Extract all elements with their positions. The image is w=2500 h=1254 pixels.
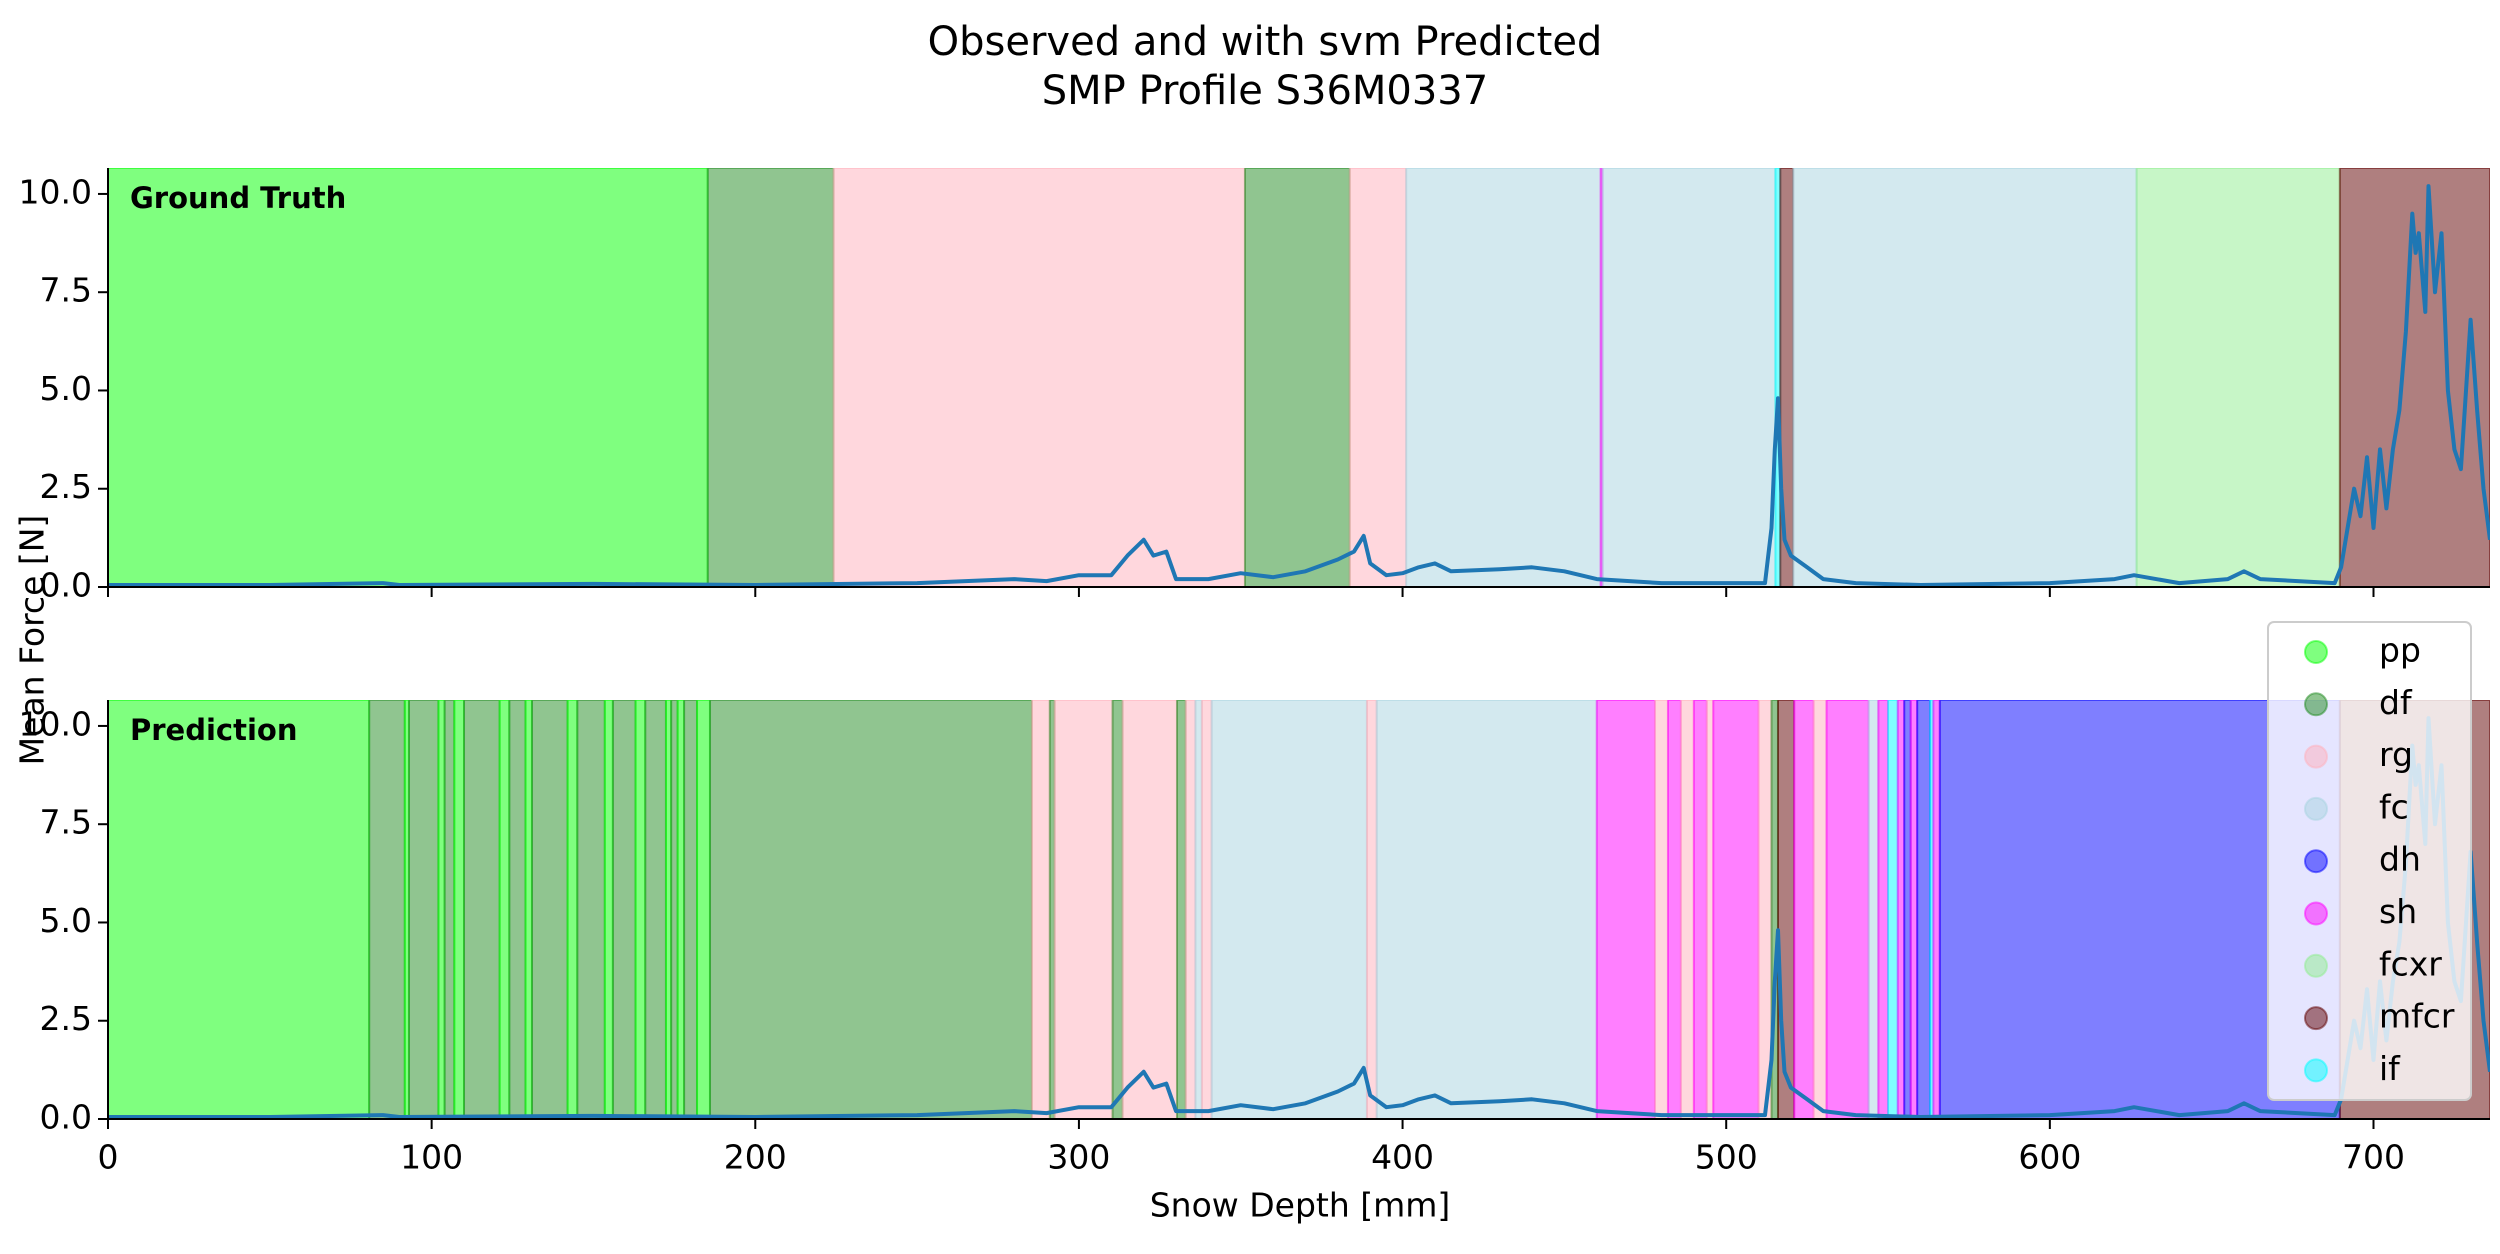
- legend-label: fcxr: [2379, 944, 2442, 983]
- class-span: [683, 700, 699, 1119]
- y-tick-label: 10.0: [19, 704, 92, 743]
- class-span: [634, 700, 647, 1119]
- class-span: [1184, 700, 1197, 1119]
- legend-marker: [2304, 1006, 2328, 1031]
- class-span: [530, 700, 569, 1119]
- class-span: [1243, 168, 1351, 587]
- legend-label: sh: [2379, 892, 2417, 931]
- legend-marker: [2304, 796, 2328, 821]
- class-span: [1111, 700, 1124, 1119]
- class-span: [407, 700, 440, 1119]
- y-tick-label: 2.5: [40, 999, 92, 1038]
- class-span: [1887, 700, 1899, 1119]
- x-axis-label: Snow Depth [mm]: [1150, 1186, 1451, 1225]
- class-span: [566, 700, 579, 1119]
- legend-label: fc: [2379, 787, 2409, 826]
- class-span: [1121, 700, 1178, 1119]
- class-span: [832, 168, 1246, 587]
- class-span: [706, 168, 835, 587]
- class-span: [1601, 168, 1777, 587]
- class-span: [1375, 700, 1598, 1119]
- legend-marker: [2304, 849, 2328, 874]
- class-span: [1210, 700, 1368, 1119]
- x-tick-label: 100: [400, 1138, 463, 1177]
- class-span: [1595, 700, 1657, 1119]
- class-span: [1792, 168, 2138, 587]
- class-span: [1916, 700, 1932, 1119]
- class-span: [463, 700, 501, 1119]
- x-tick-label: 700: [2342, 1138, 2405, 1177]
- panel-label: Prediction: [130, 713, 298, 747]
- class-span: [611, 700, 637, 1119]
- legend-label: dh: [2379, 840, 2421, 879]
- class-span: [1712, 700, 1760, 1119]
- legend-marker: [2304, 692, 2328, 717]
- class-span: [1776, 700, 1796, 1119]
- legend-marker: [2304, 744, 2328, 769]
- class-span: [1405, 168, 1602, 587]
- x-tick-label: 600: [2018, 1138, 2081, 1177]
- class-span: [603, 700, 614, 1119]
- force-line: [108, 184, 2490, 587]
- class-span: [1692, 700, 1708, 1119]
- class-span: [1825, 700, 1870, 1119]
- class-span: [2135, 168, 2341, 587]
- y-tick-label: 7.5: [40, 803, 92, 842]
- class-span: [1200, 700, 1213, 1119]
- legend-marker: [2304, 953, 2328, 978]
- class-span: [1175, 700, 1187, 1119]
- class-span: [708, 700, 1033, 1119]
- class-span: [1812, 700, 1828, 1119]
- chart-title: Observed and with svm Predicted: [928, 19, 1603, 65]
- class-span: [453, 700, 466, 1119]
- legend-label: if: [2379, 1049, 2401, 1088]
- class-span: [696, 700, 711, 1119]
- class-span: [498, 700, 511, 1119]
- y-tick-label: 2.5: [40, 467, 92, 506]
- legend-label: mfcr: [2379, 997, 2455, 1036]
- class-span: [576, 700, 606, 1119]
- legend-marker: [2304, 901, 2328, 926]
- class-span: [1654, 700, 1669, 1119]
- class-span: [1867, 700, 1880, 1119]
- class-span: [1030, 700, 1051, 1119]
- class-span: [1666, 700, 1682, 1119]
- x-tick-label: 200: [724, 1138, 787, 1177]
- panel-label: Ground Truth: [130, 181, 346, 215]
- class-span: [1877, 700, 1890, 1119]
- class-span: [1679, 700, 1695, 1119]
- legend-box: [2267, 621, 2472, 1101]
- class-span: [108, 168, 709, 587]
- class-span: [508, 700, 527, 1119]
- y-tick-label: 5.0: [40, 369, 92, 408]
- class-span: [1348, 168, 1408, 587]
- class-span: [644, 700, 667, 1119]
- class-span: [368, 700, 406, 1119]
- plot-area: [108, 168, 2490, 587]
- x-tick-label: 400: [1371, 1138, 1434, 1177]
- y-axis-label: Mean Force [N]: [13, 515, 52, 766]
- y-tick-label: 5.0: [40, 901, 92, 940]
- legend-label: df: [2379, 683, 2413, 722]
- class-span: [1365, 700, 1378, 1119]
- plot-area: [108, 700, 2490, 1119]
- y-tick-label: 10.0: [19, 172, 92, 211]
- class-span: [1793, 700, 1815, 1119]
- legend-marker: [2304, 640, 2328, 664]
- legend-marker: [2304, 1058, 2328, 1083]
- y-tick-label: 7.5: [40, 271, 92, 310]
- class-span: [1757, 700, 1773, 1119]
- class-span: [108, 700, 371, 1119]
- x-tick-label: 0: [98, 1138, 119, 1177]
- class-span: [443, 700, 456, 1119]
- y-tick-label: 0.0: [40, 1098, 92, 1137]
- x-tick-label: 500: [1695, 1138, 1758, 1177]
- chart-subtitle: SMP Profile S36M0337: [1042, 68, 1488, 114]
- legend-label: pp: [2379, 631, 2421, 670]
- y-tick-label: 0.0: [40, 566, 92, 605]
- legend-label: rg: [2379, 735, 2413, 774]
- x-tick-label: 300: [1047, 1138, 1110, 1177]
- class-span: [1053, 700, 1114, 1119]
